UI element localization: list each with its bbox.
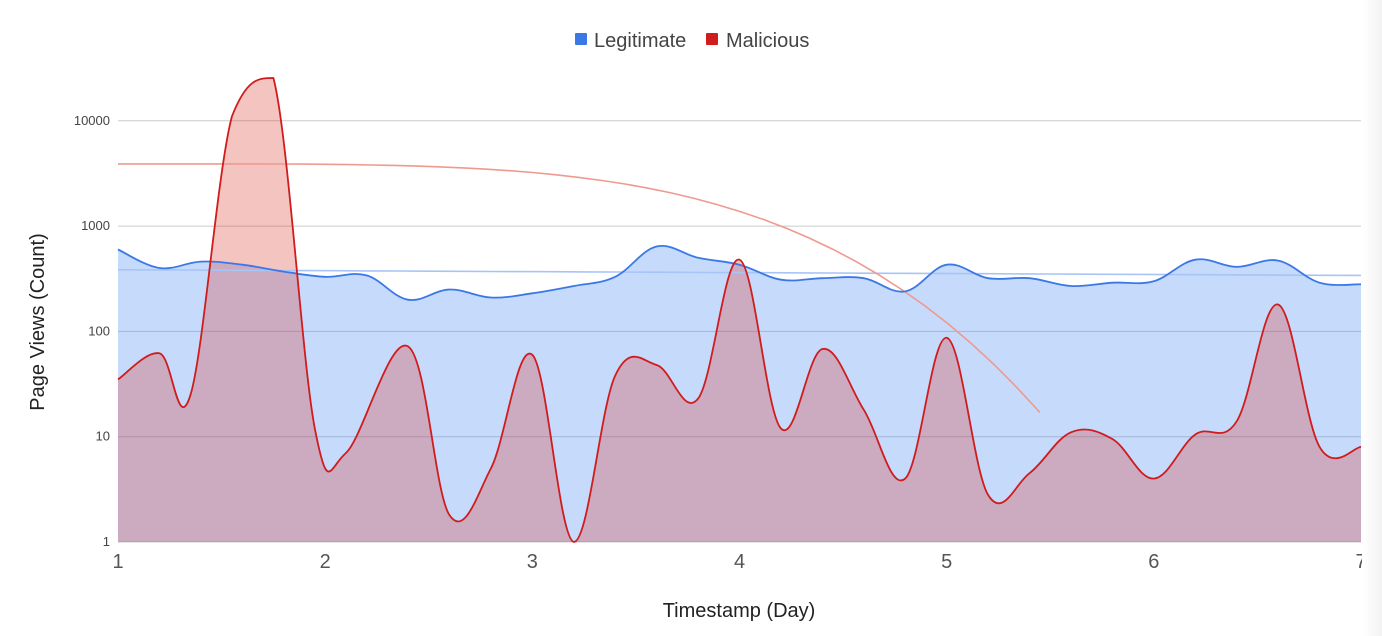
y-tick-label-2: 100 — [88, 323, 110, 338]
grid-lines — [118, 120, 1361, 543]
y-axis-title: Page Views (Count) — [27, 233, 49, 411]
legend-item-malicious[interactable]: Malicious — [706, 30, 809, 52]
y-axis-ticks: 1 10 100 1000 10000 — [74, 113, 110, 549]
legend-swatch-legitimate — [575, 33, 587, 45]
series-areas — [118, 78, 1361, 542]
line-malicious — [117, 77, 1362, 543]
x-tick-label-5: 6 — [1148, 551, 1159, 573]
trend-lines — [117, 163, 1362, 413]
legend-label-legitimate: Legitimate — [594, 30, 686, 52]
area-legitimate — [118, 245, 1361, 542]
area-malicious — [118, 78, 1361, 542]
window-edge — [1362, 0, 1382, 636]
x-tick-label-3: 4 — [734, 551, 745, 573]
legend-swatch-malicious — [706, 33, 718, 45]
trendline-malicious — [118, 163, 1041, 413]
x-axis-title: Timestamp (Day) — [663, 600, 816, 622]
x-tick-label-4: 5 — [941, 551, 952, 573]
x-tick-label-1: 2 — [320, 551, 331, 573]
x-tick-label-0: 1 — [112, 551, 123, 573]
series-lines — [117, 77, 1362, 543]
y-tick-label-0: 1 — [103, 534, 110, 549]
trendline-legitimate — [117, 269, 1362, 277]
legend-item-legitimate[interactable]: Legitimate — [575, 30, 686, 52]
y-tick-label-4: 10000 — [74, 113, 110, 128]
y-tick-label-3: 1000 — [81, 218, 110, 233]
x-axis-ticks: 1 2 3 4 5 6 7 — [112, 551, 1366, 573]
x-tick-label-6: 7 — [1355, 551, 1366, 573]
line-legitimate — [117, 244, 1362, 301]
legend-label-malicious: Malicious — [726, 30, 809, 52]
legend: Legitimate Malicious — [575, 30, 809, 52]
y-tick-label-1: 10 — [96, 429, 110, 444]
x-tick-label-2: 3 — [527, 551, 538, 573]
